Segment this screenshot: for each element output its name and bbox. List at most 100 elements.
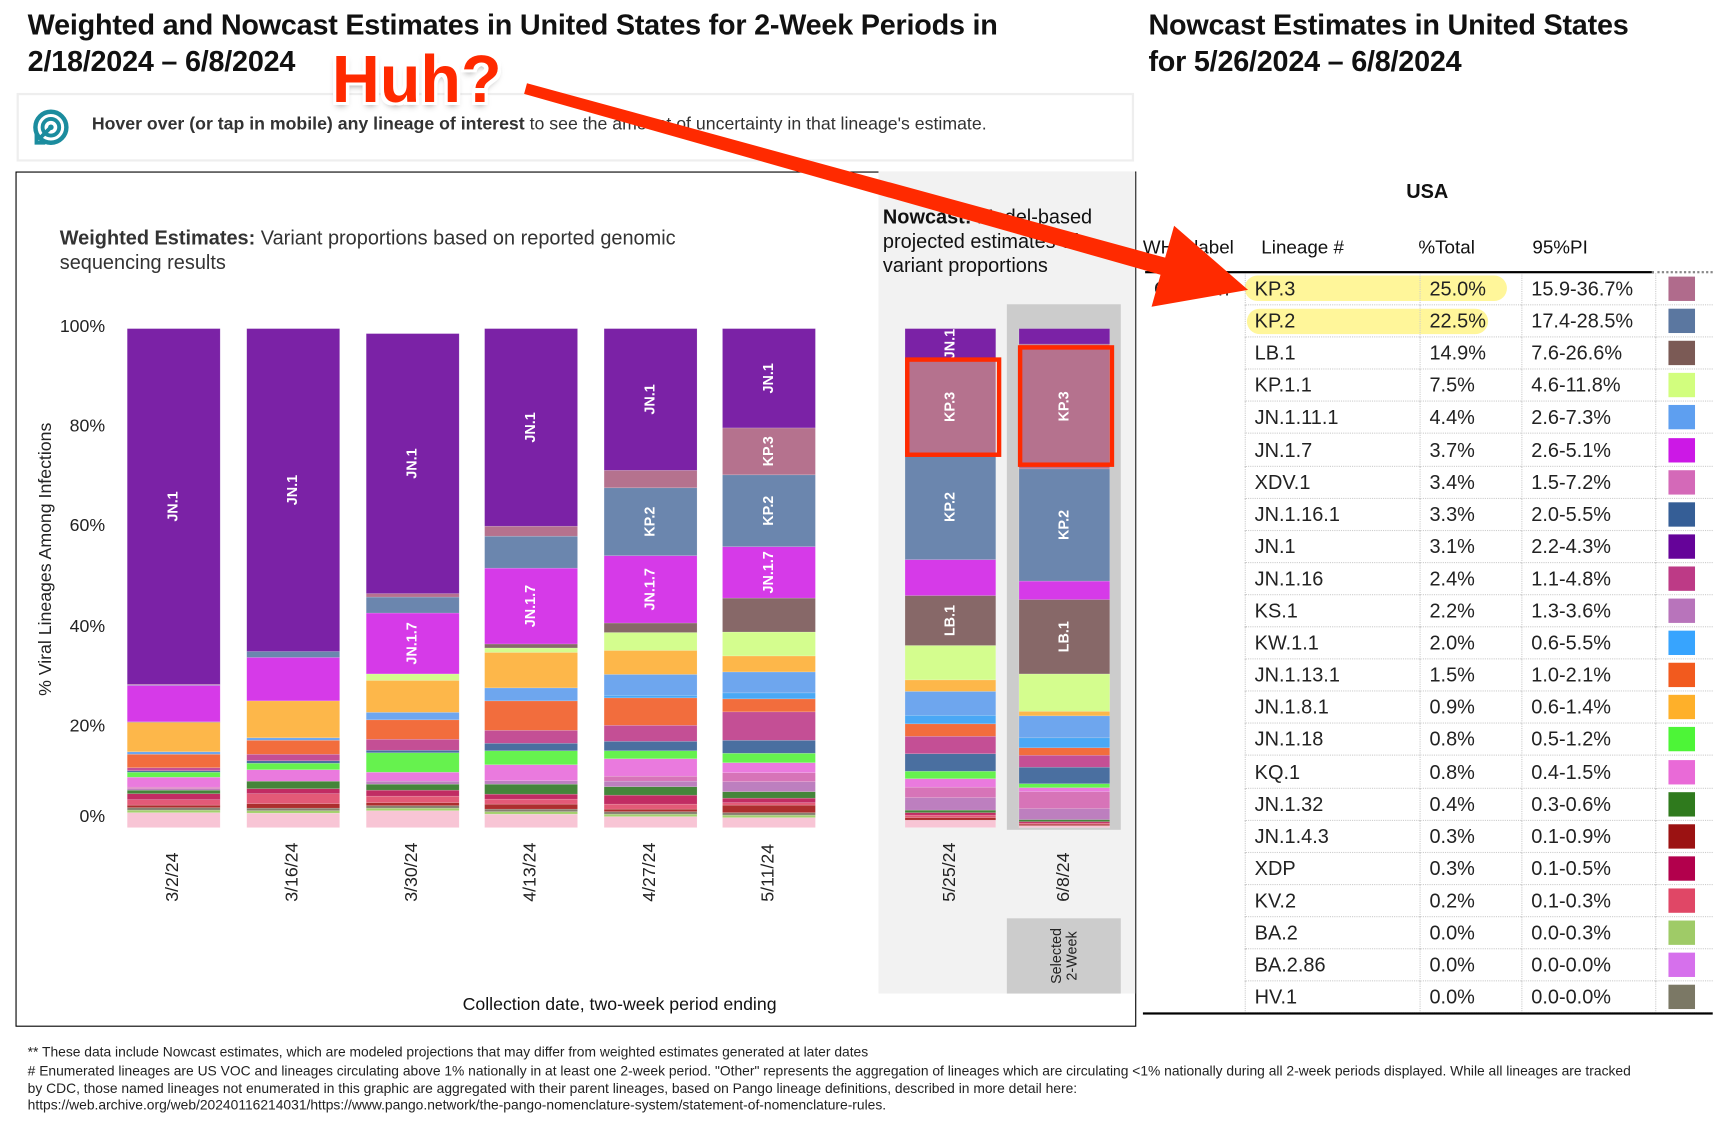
table-row[interactable]: KV.2 0.2% 0.1-0.3% — [1145, 885, 1713, 918]
table-row[interactable]: JN.1.8.1 0.9% 0.6-1.4% — [1145, 691, 1713, 724]
cell-lineage: LB.1 — [1244, 337, 1420, 370]
color-swatch — [1668, 340, 1696, 366]
bar-segment-JN-1[interactable] — [1018, 328, 1111, 345]
table-row[interactable]: JN.1.16 2.4% 1.1-4.8% — [1145, 563, 1713, 596]
bar-segment-LB-1[interactable] — [1018, 599, 1111, 675]
bar-segment-JN-1-7[interactable] — [484, 567, 578, 645]
table-row[interactable]: BA.2 0.0% 0.0-0.3% — [1145, 917, 1713, 950]
bar-segment-JN-1-7[interactable] — [603, 555, 698, 624]
color-swatch — [1668, 823, 1696, 849]
cell-swatch — [1655, 852, 1713, 885]
bar-segment-JN-1-13-1[interactable] — [603, 697, 698, 726]
cell-pi: 1.1-4.8% — [1521, 563, 1656, 596]
bar-segment-JN-1[interactable] — [365, 333, 460, 594]
bar-segment-JN-1-16-1[interactable] — [722, 739, 816, 754]
bar-segment-KP-2[interactable] — [904, 454, 997, 560]
table-row[interactable]: JN.1 3.1% 2.2-4.3% — [1145, 530, 1713, 563]
bar-segment-KP-3[interactable] — [603, 470, 698, 489]
bar-segment-JN-1-4-3[interactable] — [365, 802, 460, 806]
bar-segment-XDV-1[interactable] — [1018, 791, 1111, 809]
cell-pi: 0.5-1.2% — [1521, 724, 1656, 757]
bar-segment-JN-1-7[interactable] — [904, 559, 997, 596]
highlight-kp3 — [1244, 275, 1507, 301]
table-row[interactable]: JN.1.4.3 0.3% 0.1-0.9% — [1145, 820, 1713, 853]
bar-segment-JN-1[interactable] — [722, 328, 816, 429]
table-row[interactable]: LB.1 14.9% 7.6-26.6% — [1145, 337, 1713, 370]
table-row[interactable]: BA.2.86 0.0% 0.0-0.0% — [1145, 949, 1713, 982]
table-row[interactable]: KP.1.1 7.5% 4.6-11.8% — [1145, 369, 1713, 402]
cell-lineage: JN.1.16 — [1244, 563, 1420, 596]
cell-total: 1.5% — [1419, 659, 1522, 692]
cell-lineage: JN.1.11.1 — [1244, 402, 1420, 435]
table-row[interactable]: JN.1.13.1 1.5% 1.0-2.1% — [1145, 659, 1713, 692]
cell-total: 2.2% — [1419, 595, 1522, 628]
bar-segment-KP-1-1[interactable] — [904, 645, 997, 681]
table-row[interactable]: JN.1.11.1 4.4% 2.6-7.3% — [1145, 402, 1713, 435]
bar-segment-KP-3[interactable] — [722, 427, 816, 476]
segment-label: KP.3 — [761, 436, 777, 466]
bar-segment-JN-1[interactable] — [246, 328, 340, 652]
bar-segment-JN-1-7[interactable] — [246, 657, 340, 702]
bar-segment-JN-1-16[interactable] — [722, 711, 816, 741]
bar-segment-JN-1[interactable] — [126, 328, 221, 685]
table-row[interactable]: JN.1.18 0.8% 0.5-1.2% — [1145, 724, 1713, 757]
cell-pi: 0.0-0.0% — [1521, 949, 1656, 982]
cell-lineage: JN.1.13.1 — [1244, 659, 1420, 692]
bar-segment-KQ-1[interactable] — [365, 771, 460, 782]
bar-segment-KP-2[interactable] — [603, 487, 698, 556]
bar-segment-KV-2[interactable] — [126, 799, 221, 806]
table-row[interactable]: KS.1 2.2% 1.3-3.6% — [1145, 595, 1713, 628]
table-row[interactable]: XDP 0.3% 0.1-0.5% — [1145, 852, 1713, 885]
bar-segment-JN-1-8-1[interactable] — [365, 680, 460, 713]
highlight-box-kp3-6-8 — [1017, 345, 1115, 467]
title-line-2: 2/18/2024 – 6/8/2024 — [27, 44, 296, 78]
bar-segment-JN-1-7[interactable] — [365, 612, 460, 675]
bar-segment-LB-1[interactable] — [722, 597, 816, 633]
table-row[interactable]: JN.1.32 0.4% 0.3-0.6% — [1145, 788, 1713, 821]
bar-segment-JN-1-7[interactable] — [126, 685, 221, 723]
bar-segment-JN-1-8-1[interactable] — [484, 652, 578, 689]
bar-segment-KP-3[interactable] — [1018, 343, 1111, 470]
cell-swatch — [1655, 724, 1713, 757]
segment-label: KP.3 — [942, 392, 958, 422]
cell-pi: 0.3-0.6% — [1521, 788, 1656, 821]
color-swatch — [1668, 630, 1696, 656]
cell-swatch — [1655, 369, 1713, 402]
bar-segment-KP-2[interactable] — [722, 474, 816, 547]
y-tick-label: 0% — [79, 807, 106, 827]
table-row[interactable]: JN.1.7 3.7% 2.6-5.1% — [1145, 434, 1713, 467]
target-cursor-icon — [33, 109, 69, 145]
segment-label: LB.1 — [942, 605, 958, 636]
cell-total: 2.0% — [1419, 627, 1522, 660]
bar-segment-JN-1[interactable] — [603, 328, 698, 471]
bar-segment-JN-1-8-1[interactable] — [246, 700, 340, 739]
cell-lineage: BA.2 — [1244, 917, 1420, 950]
table-row[interactable]: XDV.1 3.4% 1.5-7.2% — [1145, 466, 1713, 499]
cell-pi: 7.6-26.6% — [1521, 337, 1656, 370]
table-row[interactable]: KQ.1 0.8% 0.4-1.5% — [1145, 756, 1713, 789]
bar-segment-LB-1[interactable] — [603, 622, 698, 633]
bar-segment-KP-1-1[interactable] — [484, 647, 578, 653]
bar-segment-JN-1[interactable] — [904, 328, 997, 360]
table-row[interactable]: KP.2 22.5% 17.4-28.5% — [1145, 305, 1713, 338]
bar-segment-KP-2[interactable] — [484, 535, 578, 569]
bar-segment-JN-1-16-1[interactable] — [904, 753, 997, 772]
cell-swatch — [1655, 917, 1713, 950]
cell-swatch — [1655, 756, 1713, 789]
cell-swatch — [1655, 595, 1713, 628]
bar-segment-JN-1[interactable] — [484, 328, 578, 527]
bar-segment-JN-1-13-1[interactable] — [722, 698, 816, 713]
bar-segment-KP-1-1[interactable] — [1018, 673, 1111, 712]
bar-segment-JN-1-7[interactable] — [722, 546, 816, 599]
bar-segment-JN-1-4-3[interactable] — [1018, 823, 1111, 826]
bar-segment-JN-1-13-1[interactable] — [484, 700, 578, 731]
cell-swatch — [1655, 305, 1713, 338]
bar-segment-JN-1-8-1[interactable] — [126, 722, 221, 753]
table-row[interactable]: KW.1.1 2.0% 0.6-5.5% — [1145, 627, 1713, 660]
bar-segment-KP-2[interactable] — [1018, 468, 1111, 582]
table-row[interactable]: JN.1.16.1 3.3% 2.0-5.5% — [1145, 498, 1713, 531]
bar-segment-JN-1-16-1[interactable] — [1018, 766, 1111, 784]
cell-lineage: KQ.1 — [1244, 756, 1420, 789]
bar-segment-KQ-1[interactable] — [246, 769, 340, 782]
